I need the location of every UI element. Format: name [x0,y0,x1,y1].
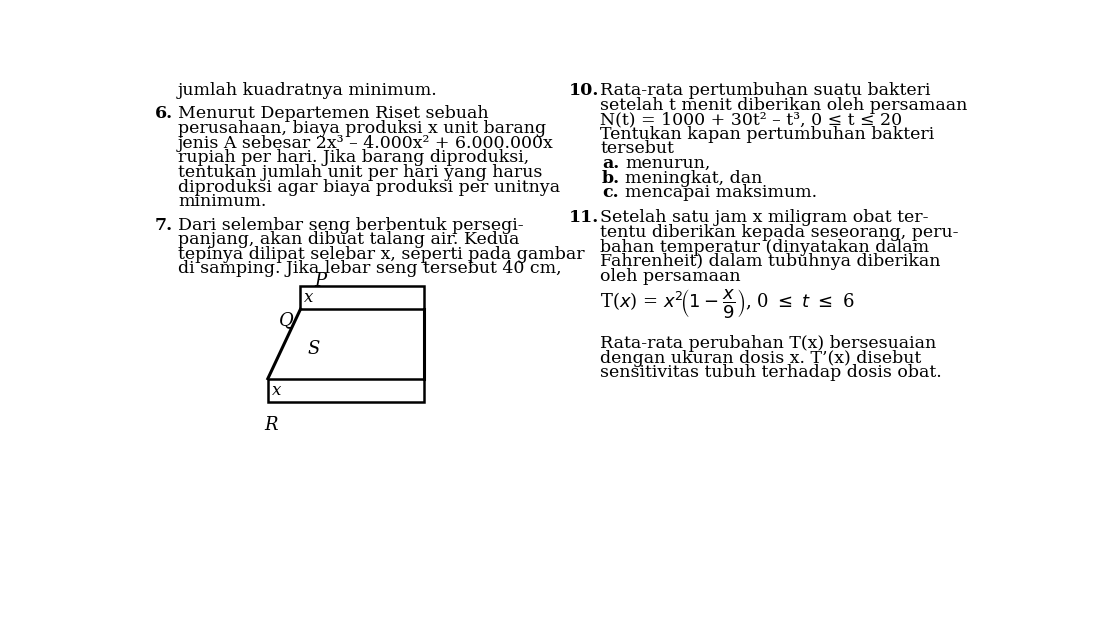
Text: 7.: 7. [154,217,173,233]
Text: 10.: 10. [569,82,600,99]
Text: S: S [307,340,319,358]
Text: Rata-rata perubahan T(x) bersesuaian: Rata-rata perubahan T(x) bersesuaian [600,335,937,352]
Text: diproduksi agar biaya produksi per unitnya: diproduksi agar biaya produksi per unitn… [178,178,560,196]
Text: P: P [314,272,327,290]
Text: tentukan jumlah unit per hari yang harus: tentukan jumlah unit per hari yang harus [178,164,543,181]
Text: bahan temperatur (dinyatakan dalam: bahan temperatur (dinyatakan dalam [600,238,929,256]
Text: tepinya dilipat selebar x, seperti pada gambar: tepinya dilipat selebar x, seperti pada … [178,246,585,263]
Text: menurun,: menurun, [625,155,710,172]
Text: R: R [264,415,277,434]
Text: N(t) = 1000 + 30t² – t³, 0 ≤ t ≤ 20: N(t) = 1000 + 30t² – t³, 0 ≤ t ≤ 20 [600,111,903,128]
Text: a.: a. [602,155,619,172]
Text: minimum.: minimum. [178,193,266,210]
Text: T($x$) = $x^2\!\left(1-\dfrac{x}{9}\right)$, 0 $\leq$ $t$ $\leq$ 6: T($x$) = $x^2\!\left(1-\dfrac{x}{9}\righ… [600,287,854,320]
Text: x: x [272,382,281,399]
Text: meningkat, dan: meningkat, dan [625,170,763,187]
Text: Tentukan kapan pertumbuhan bakteri: Tentukan kapan pertumbuhan bakteri [600,126,935,143]
Text: dengan ukuran dosis x. T’(x) disebut: dengan ukuran dosis x. T’(x) disebut [600,350,922,366]
Text: jumlah kuadratnya minimum.: jumlah kuadratnya minimum. [178,82,438,99]
Text: perusahaan, biaya produksi x unit barang: perusahaan, biaya produksi x unit barang [178,120,546,137]
Text: setelah t menit diberikan oleh persamaan: setelah t menit diberikan oleh persamaan [600,97,968,114]
Text: 6.: 6. [154,105,173,123]
Text: Fahrenheit) dalam tubuhnya diberikan: Fahrenheit) dalam tubuhnya diberikan [600,253,940,270]
Text: Rata-rata pertumbuhan suatu bakteri: Rata-rata pertumbuhan suatu bakteri [600,82,930,99]
Text: rupiah per hari. Jika barang diproduksi,: rupiah per hari. Jika barang diproduksi, [178,149,530,167]
Text: panjang, akan dibuat talang air. Kedua: panjang, akan dibuat talang air. Kedua [178,232,520,248]
Text: di samping. Jika lebar seng tersebut 40 cm,: di samping. Jika lebar seng tersebut 40 … [178,261,562,277]
Text: tersebut: tersebut [600,141,674,157]
Text: b.: b. [602,170,620,187]
Text: tentu diberikan kepada seseorang, peru-: tentu diberikan kepada seseorang, peru- [600,224,959,241]
Text: oleh persamaan: oleh persamaan [600,268,741,285]
Text: 11.: 11. [569,209,600,227]
Text: c.: c. [602,184,619,201]
Text: mencapai maksimum.: mencapai maksimum. [625,184,817,201]
Text: Q: Q [279,311,294,329]
Text: sensitivitas tubuh terhadap dosis obat.: sensitivitas tubuh terhadap dosis obat. [600,365,942,381]
Text: Dari selembar seng berbentuk persegi-: Dari selembar seng berbentuk persegi- [178,217,524,233]
Text: Menurut Departemen Riset sebuah: Menurut Departemen Riset sebuah [178,105,489,123]
Text: jenis A sebesar 2x³ – 4.000x² + 6.000.000x: jenis A sebesar 2x³ – 4.000x² + 6.000.00… [178,135,554,152]
Text: Setelah satu jam x miligram obat ter-: Setelah satu jam x miligram obat ter- [600,209,929,227]
Text: x: x [304,289,314,306]
